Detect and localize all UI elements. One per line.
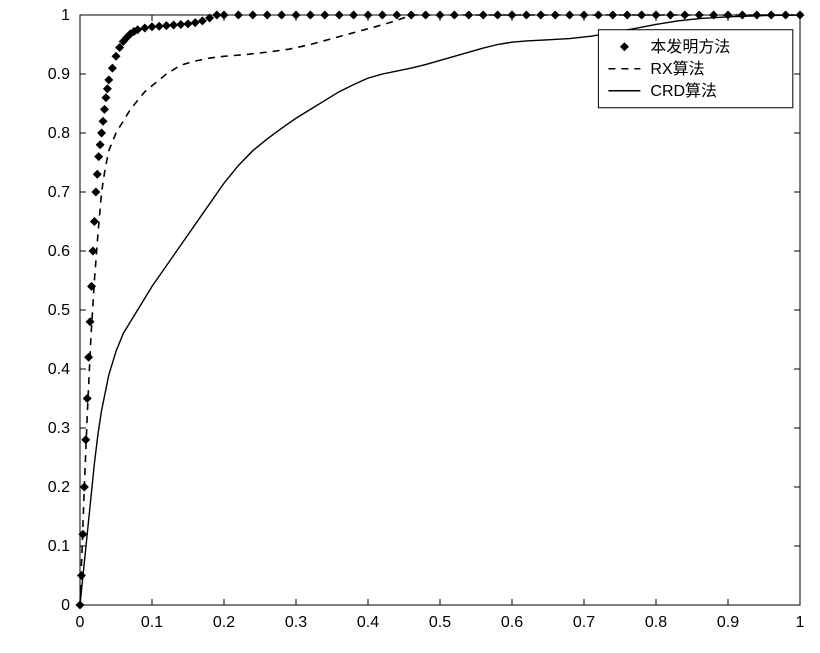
y-tick-label: 0.7 (48, 184, 70, 201)
x-tick-label: 0.9 (717, 614, 739, 631)
legend: 本发明方法 RX算法 CRD算法 (598, 30, 792, 108)
x-tick-label: 0.2 (213, 614, 235, 631)
x-tick-label: 0.3 (285, 614, 307, 631)
legend-label-rx: RX算法 (650, 59, 704, 78)
y-tick-label: 0.1 (48, 538, 70, 555)
x-tick-label: 0.5 (429, 614, 451, 631)
legend-label-method: 本发明方法 (650, 38, 730, 56)
y-tick-label: 0.8 (48, 125, 70, 142)
x-tick-label: 1 (796, 614, 805, 631)
roc-chart: 0 0.1 0.2 0.3 0.4 0.5 0.6 0.7 0.8 0.9 1 0 0.1 0.2 0.3 0… (0, 0, 820, 653)
y-tick-label: 0 (61, 597, 70, 614)
x-tick-label: 0 (76, 614, 85, 631)
y-tick-label: 0.2 (48, 479, 70, 496)
y-tick-label: 0.9 (48, 66, 70, 83)
y-tick-label: 0.4 (48, 361, 70, 378)
y-tick-label: 1 (61, 7, 70, 24)
y-tick-label: 0.3 (48, 420, 70, 437)
x-tick-label: 0.7 (573, 614, 595, 631)
chart-svg: 0 0.1 0.2 0.3 0.4 0.5 0.6 0.7 0.8 0.9 1 0 0.1 0.2 0.3 0… (0, 0, 820, 653)
x-tick-label: 0.4 (357, 614, 379, 631)
y-tick-label: 0.6 (48, 243, 70, 260)
x-tick-label: 0.1 (141, 614, 163, 631)
x-tick-label: 0.6 (501, 614, 523, 631)
y-tick-label: 0.5 (48, 302, 70, 319)
x-tick-label: 0.8 (645, 614, 667, 631)
legend-label-crd: CRD算法 (650, 81, 717, 100)
